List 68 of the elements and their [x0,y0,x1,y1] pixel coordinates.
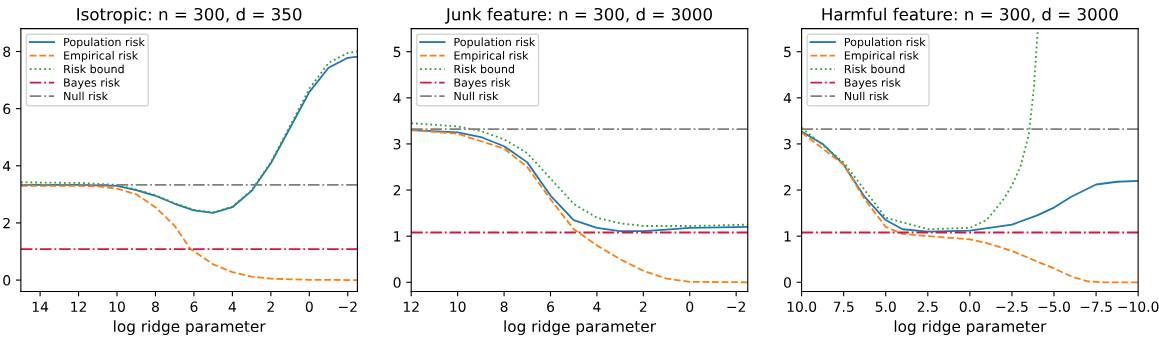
x-tick-label: 2 [639,301,647,312]
chart-title: Harmful feature: n = 300, d = 3000 [822,7,1118,23]
y-tick-label: 2 [393,185,401,196]
legend-label: Bayes risk [844,78,901,89]
legend-label: Risk bound [454,64,514,74]
x-axis-title: log ridge parameter [504,320,656,336]
y-tick-label: 4 [783,92,792,104]
x-tick-label: 14 [32,301,49,312]
x-tick-label: −2 [339,301,357,312]
legend-label: Null risk [454,91,499,101]
x-tick-label: 0 [305,301,313,312]
legend-label: Bayes risk [64,78,121,89]
legend-label: Risk bound [64,64,124,74]
y-tick-label: 6 [3,103,11,115]
line-series [411,129,748,284]
x-tick-label: 0.0 [959,301,980,312]
x-tick-label: 0 [686,301,694,312]
x-tick-label: 4 [593,301,601,312]
line-series [20,184,358,281]
line-series [801,130,1139,233]
x-tick-label: 12 [403,301,419,312]
x-tick-label: −2 [727,301,746,312]
y-tick-label: 3 [784,138,791,150]
legend-label: Null risk [844,91,889,101]
legend-label: Risk bound [844,64,905,74]
y-tick-label: 3 [393,138,401,150]
x-tick-label: −2.5 [996,301,1028,312]
legend-label: Empirical risk [64,51,139,62]
y-tick-label: 4 [393,92,401,104]
legend-label: Null risk [64,91,108,101]
y-tick-label: 0 [393,277,401,288]
x-tick-label: 4 [228,301,237,312]
legend-label: Bayes risk [454,78,511,89]
y-tick-label: 5 [393,46,401,58]
x-tick-label: 12 [71,301,86,312]
x-tick-label: 2.5 [917,301,938,312]
x-tick-label: 8 [500,301,508,312]
x-tick-label: −10.0 [1118,301,1159,312]
chart-title: Junk feature: n = 300, d = 3000 [445,7,712,24]
x-tick-label: 2 [267,301,274,312]
x-axis-title: log ridge parameter [894,320,1047,336]
x-axis-title: log ridge parameter [114,320,266,336]
y-tick-label: 0 [783,277,791,288]
y-tick-label: 4 [2,160,11,172]
y-tick-label: 5 [784,46,791,58]
x-tick-label: −5.0 [1038,301,1070,312]
legend-label: Population risk [64,37,145,49]
x-tick-label: 10 [109,301,125,312]
x-tick-label: 5.0 [875,301,896,312]
x-tick-label: −7.5 [1080,301,1112,312]
y-tick-label: 2 [3,217,10,229]
legend-label: Empirical risk [844,51,919,62]
x-tick-label: 8 [152,301,159,312]
x-tick-label: 10.0 [787,301,817,312]
chart-title: Isotropic: n = 300, d = 350 [77,7,302,24]
y-tick-label: 1 [784,231,791,242]
y-tick-label: 0 [3,275,11,286]
legend-label: Population risk [454,37,536,49]
legend-label: Population risk [844,37,926,49]
x-tick-label: 7.5 [833,301,854,312]
x-tick-label: 10 [450,301,466,312]
x-tick-label: 6 [190,301,198,312]
y-tick-label: 1 [394,231,401,242]
y-tick-label: 2 [784,185,791,196]
x-tick-label: 6 [547,301,555,312]
legend-label: Empirical risk [454,51,529,62]
y-tick-label: 8 [3,46,11,57]
line-series [801,131,1139,284]
